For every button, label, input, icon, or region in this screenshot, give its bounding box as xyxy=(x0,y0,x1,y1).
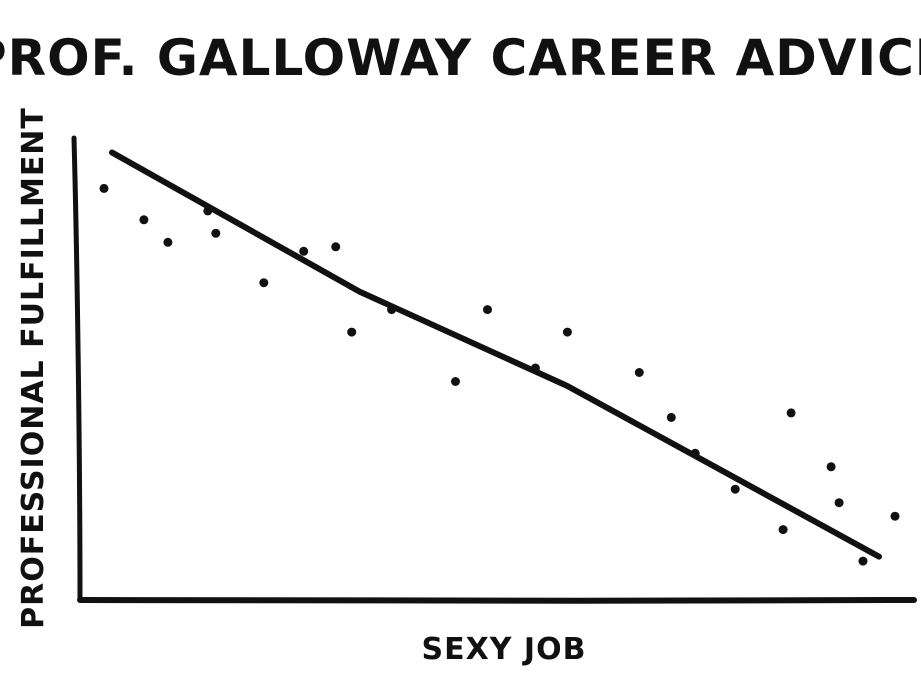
axes xyxy=(71,135,917,604)
x-axis-line xyxy=(77,597,917,604)
scatter-point xyxy=(211,228,221,238)
scatter-point xyxy=(826,462,836,472)
scatter-point xyxy=(331,242,341,252)
scatter-point xyxy=(347,327,357,337)
scatter-point xyxy=(786,408,796,418)
scatter-point xyxy=(483,305,492,315)
scatter-point xyxy=(139,215,149,225)
scatter-point xyxy=(99,183,109,193)
scatter-point xyxy=(299,246,309,256)
scatter-point xyxy=(890,511,900,521)
scatter-points xyxy=(99,183,900,566)
y-axis-label: PROFESSIONAL FULFILLMENT xyxy=(16,107,51,629)
scatter-point xyxy=(666,412,676,422)
scatter-point xyxy=(778,525,788,535)
scatter-point xyxy=(562,327,572,337)
scatter-point xyxy=(634,368,644,377)
y-axis-line xyxy=(71,135,83,603)
x-axis-label: SEXY JOB xyxy=(422,632,587,667)
scatter-point xyxy=(451,377,460,386)
scatter-point xyxy=(834,498,844,508)
scatter-point xyxy=(259,278,269,288)
scatter-point xyxy=(858,556,868,566)
scatter-point xyxy=(163,237,173,247)
chart-title: PROF. GALLOWAY CAREER ADVICE xyxy=(0,29,921,87)
scatter-point xyxy=(730,484,740,494)
trend-line xyxy=(109,149,882,560)
